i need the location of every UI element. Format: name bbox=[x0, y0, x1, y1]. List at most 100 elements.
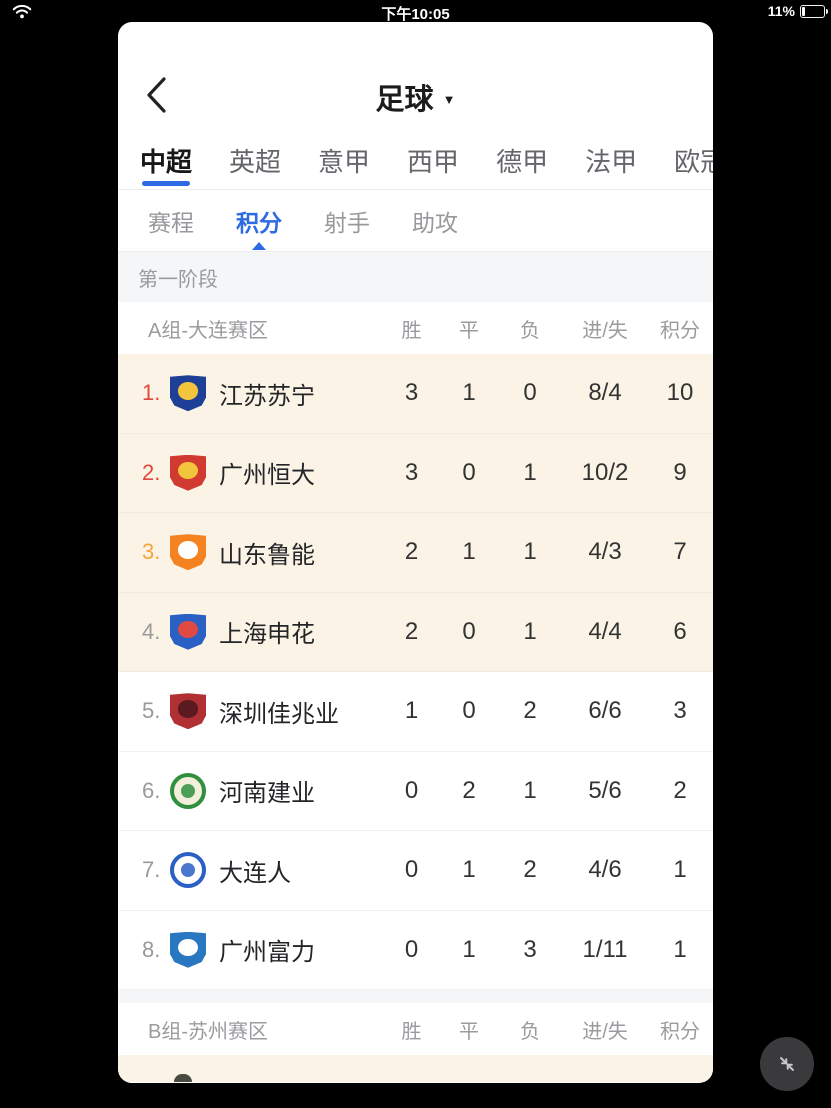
team-badge bbox=[170, 454, 206, 491]
wins-value: 0 bbox=[404, 935, 419, 963]
status-time: 下午10:05 bbox=[381, 6, 450, 23]
col-goals: 进/失 bbox=[582, 319, 628, 342]
goals-value: 4/3 bbox=[588, 538, 622, 566]
collapse-window-button[interactable] bbox=[760, 1037, 814, 1091]
table-row[interactable]: 3. 山东鲁能 2 1 1 4/3 7 bbox=[118, 513, 713, 593]
points-value: 1 bbox=[673, 935, 687, 963]
status-bar: 下午10:05 11% bbox=[0, 0, 831, 23]
team-name: 深圳佳兆业 bbox=[219, 700, 339, 728]
col-points: 积分 bbox=[660, 1020, 700, 1043]
team-badge bbox=[170, 534, 206, 571]
team-name: 江苏苏宁 bbox=[219, 382, 315, 410]
losses-value: 3 bbox=[523, 935, 537, 963]
back-button[interactable] bbox=[144, 76, 170, 114]
losses-value: 2 bbox=[523, 856, 537, 884]
team-name: 山东鲁能 bbox=[219, 541, 315, 569]
tab-ucl[interactable]: 欧冠 bbox=[674, 147, 713, 177]
losses-value: 1 bbox=[523, 776, 537, 804]
losses-value: 2 bbox=[523, 697, 537, 725]
points-value: 9 bbox=[673, 458, 687, 486]
stage-header: 第一阶段 bbox=[118, 252, 713, 302]
tab-bundesliga[interactable]: 德甲 bbox=[496, 147, 549, 177]
table-row[interactable]: 6. 河南建业 0 2 1 5/6 2 bbox=[118, 751, 713, 831]
sub-tab-bar: 赛程 积分 射手 助攻 bbox=[118, 190, 713, 252]
col-wins: 胜 bbox=[401, 319, 422, 342]
group-title: A组-大连赛区 bbox=[148, 319, 268, 342]
tab-epl[interactable]: 英超 bbox=[229, 147, 282, 177]
losses-value: 1 bbox=[523, 538, 537, 566]
league-tab-bar: 中超 英超 意甲 西甲 德甲 法甲 欧冠 bbox=[118, 140, 713, 190]
sport-selector[interactable]: 足球 ▼ bbox=[118, 76, 713, 118]
rank-number: 6. bbox=[142, 777, 161, 803]
tab-csl[interactable]: 中超 bbox=[140, 142, 192, 188]
page-title: 足球 bbox=[375, 84, 434, 116]
rank-number: 7. bbox=[142, 857, 161, 883]
wins-value: 2 bbox=[404, 538, 419, 566]
team-badge bbox=[170, 852, 206, 889]
goals-value: 5/6 bbox=[588, 776, 622, 804]
rank-number: 8. bbox=[142, 936, 161, 962]
app-window: 足球 ▼ 中超 英超 意甲 西甲 德甲 法甲 欧冠 赛程 积分 射手 助攻 第一… bbox=[118, 22, 713, 1083]
team-badge bbox=[170, 693, 206, 730]
table-row[interactable]: 2. 广州恒大 3 0 1 10/2 9 bbox=[118, 433, 713, 513]
team-badge bbox=[170, 931, 206, 968]
team-badge bbox=[170, 772, 206, 809]
wifi-icon bbox=[12, 4, 32, 19]
subtab-topscorers[interactable]: 射手 bbox=[324, 209, 370, 236]
wins-value: 2 bbox=[404, 617, 419, 645]
draws-value: 1 bbox=[462, 856, 476, 884]
draws-value: 0 bbox=[462, 617, 476, 645]
draws-value: 0 bbox=[462, 458, 476, 486]
group-title: B组-苏州赛区 bbox=[148, 1020, 268, 1043]
col-goals: 进/失 bbox=[582, 1020, 628, 1043]
subtab-schedule[interactable]: 赛程 bbox=[148, 209, 194, 236]
col-losses: 负 bbox=[520, 319, 540, 342]
team-badge bbox=[170, 613, 206, 650]
battery-icon bbox=[800, 4, 828, 18]
goals-value: 1/11 bbox=[582, 935, 628, 963]
team-name: 上海申花 bbox=[219, 621, 315, 649]
goals-value: 10/2 bbox=[581, 458, 629, 486]
group-b-first-row-partial bbox=[118, 1055, 713, 1082]
tab-seriea[interactable]: 意甲 bbox=[318, 147, 371, 177]
wins-value: 3 bbox=[404, 458, 419, 486]
partial-team-badge bbox=[174, 1074, 192, 1082]
rank-number: 1. bbox=[142, 380, 161, 406]
draws-value: 1 bbox=[462, 379, 476, 407]
goals-value: 6/6 bbox=[588, 697, 622, 725]
col-wins: 胜 bbox=[401, 1020, 422, 1043]
col-draws: 平 bbox=[459, 1020, 479, 1043]
rank-number: 5. bbox=[142, 698, 161, 724]
table-row[interactable]: 8. 广州富力 0 1 3 1/11 1 bbox=[118, 910, 713, 990]
points-value: 3 bbox=[673, 697, 687, 725]
subtab-standings[interactable]: 积分 bbox=[236, 204, 282, 250]
table-row[interactable]: 1. 江苏苏宁 3 1 0 8/4 10 bbox=[118, 354, 713, 434]
section-separator bbox=[118, 990, 713, 1003]
goals-value: 8/4 bbox=[588, 379, 622, 407]
team-badge bbox=[170, 375, 206, 412]
table-row[interactable]: 5. 深圳佳兆业 1 0 2 6/6 3 bbox=[118, 672, 713, 752]
rank-number: 2. bbox=[142, 459, 161, 485]
collapse-arrows-icon bbox=[780, 1057, 794, 1071]
wins-value: 0 bbox=[404, 856, 419, 884]
tab-ligue1[interactable]: 法甲 bbox=[585, 147, 638, 177]
team-name: 广州恒大 bbox=[219, 462, 315, 490]
team-name: 广州富力 bbox=[219, 939, 315, 967]
draws-value: 0 bbox=[462, 697, 476, 725]
chevron-down-icon: ▼ bbox=[442, 92, 456, 107]
table-row[interactable]: 4. 上海申花 2 0 1 4/4 6 bbox=[118, 592, 713, 672]
col-draws: 平 bbox=[459, 319, 479, 342]
rank-number: 4. bbox=[142, 618, 161, 644]
active-tab-underline bbox=[142, 181, 190, 186]
table-row[interactable]: 7. 大连人 0 1 2 4/6 1 bbox=[118, 831, 713, 911]
losses-value: 0 bbox=[523, 379, 537, 407]
subtab-assists[interactable]: 助攻 bbox=[412, 209, 458, 236]
draws-value: 2 bbox=[462, 776, 476, 804]
tab-laliga[interactable]: 西甲 bbox=[407, 147, 460, 177]
wins-value: 0 bbox=[404, 776, 419, 804]
col-losses: 负 bbox=[520, 1020, 540, 1043]
group-a-header: A组-大连赛区 胜 平 负 进/失 积分 bbox=[118, 302, 713, 354]
goals-value: 4/6 bbox=[588, 856, 622, 884]
col-points: 积分 bbox=[660, 319, 700, 342]
losses-value: 1 bbox=[523, 617, 537, 645]
